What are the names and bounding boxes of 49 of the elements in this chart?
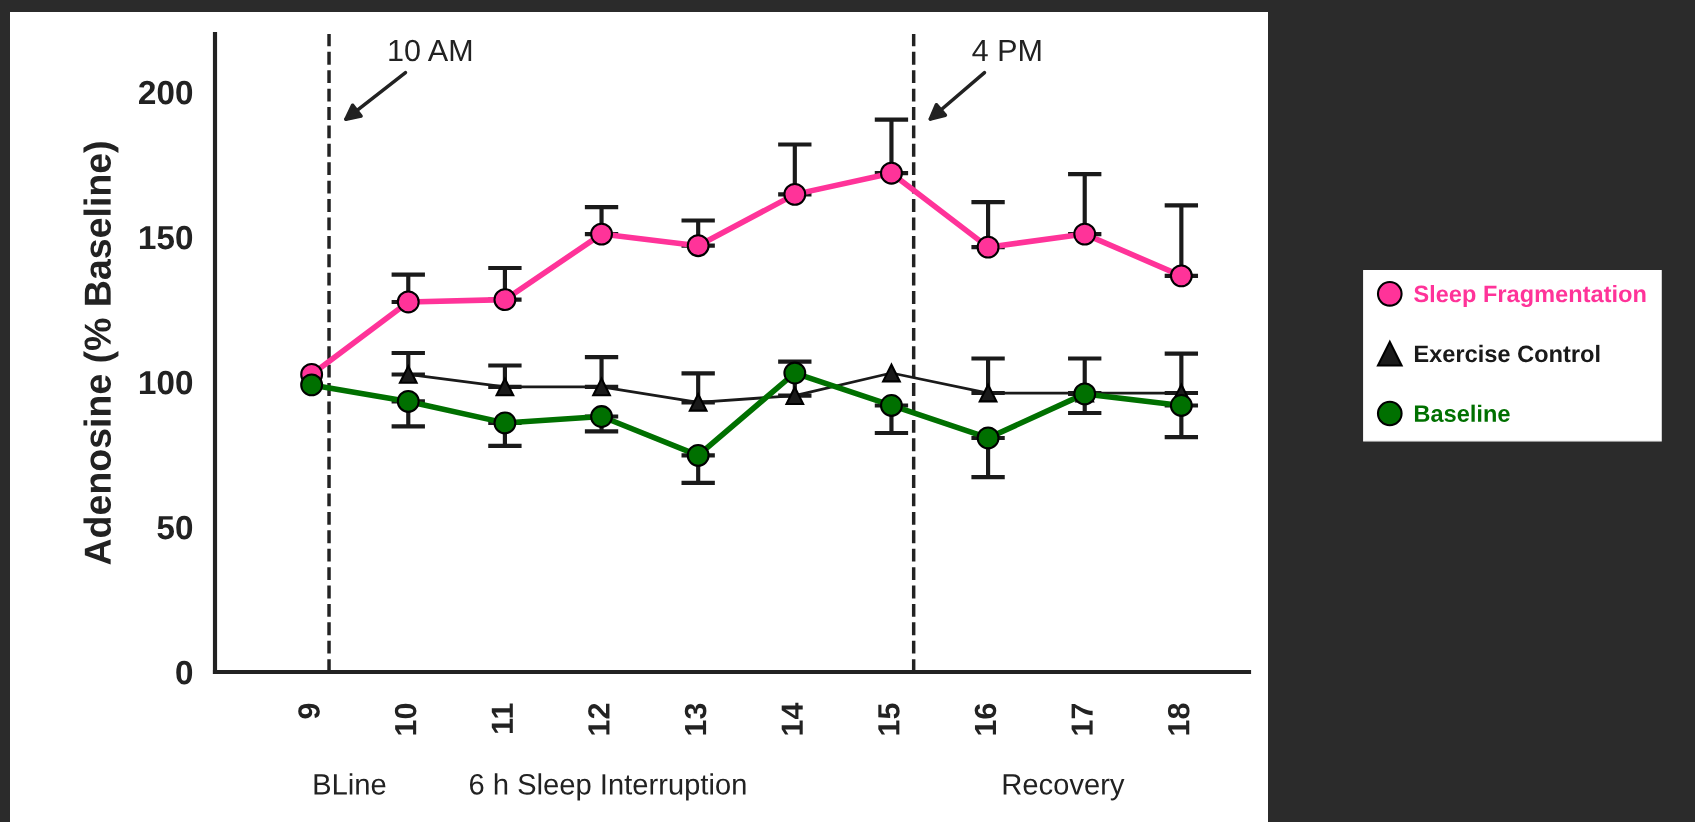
point	[879, 161, 903, 185]
x-tick-label: 12	[588, 703, 610, 735]
x-tick-label: 14	[781, 702, 803, 735]
point	[783, 182, 807, 206]
x-tick-label: 10	[394, 703, 417, 735]
text: 6 h Sleep Interruption	[469, 773, 746, 801]
point	[1169, 394, 1193, 417]
point	[396, 290, 420, 314]
point	[300, 373, 324, 397]
point	[686, 234, 710, 258]
legend-label: Baseline	[1414, 404, 1510, 422]
text: Recovery	[1003, 774, 1125, 801]
point	[493, 411, 517, 435]
point	[590, 405, 613, 428]
point	[785, 386, 805, 405]
y-tick-label: 100	[139, 370, 193, 395]
x-tick-label: 11	[491, 703, 513, 733]
text: BLine	[314, 773, 386, 795]
legend-label: Sleep Fragmentation	[1414, 284, 1646, 308]
point	[590, 222, 613, 246]
point	[495, 377, 515, 397]
point	[1169, 264, 1193, 288]
point	[976, 426, 1000, 450]
ref-line-label: 10 AM	[389, 39, 472, 62]
y-tick-label: 150	[139, 225, 193, 250]
y-tick-label: 200	[139, 80, 193, 105]
x-tick-label: 16	[974, 703, 997, 735]
legend-label: Exercise Control	[1414, 344, 1600, 363]
point	[1073, 222, 1097, 246]
point	[879, 394, 903, 417]
x-tick-label: 9	[298, 703, 320, 719]
y-tick-label: 0	[176, 660, 193, 685]
point	[976, 235, 1000, 259]
y-tick-label: 50	[157, 515, 193, 540]
x-tick-label: 18	[1167, 703, 1190, 735]
point	[592, 377, 611, 397]
point	[398, 365, 418, 384]
x-tick-label: 15	[878, 703, 900, 735]
ref-line-label: 4 PM	[972, 40, 1041, 62]
y-axis-title: Adenosine (% Baseline)	[83, 142, 119, 565]
point	[978, 383, 998, 403]
point	[783, 361, 807, 385]
point	[396, 389, 420, 413]
point	[688, 392, 708, 412]
point	[882, 363, 901, 383]
point	[686, 443, 710, 467]
point	[493, 288, 517, 312]
x-tick-label: 13	[684, 703, 707, 735]
x-tick-label: 17	[1071, 703, 1093, 735]
